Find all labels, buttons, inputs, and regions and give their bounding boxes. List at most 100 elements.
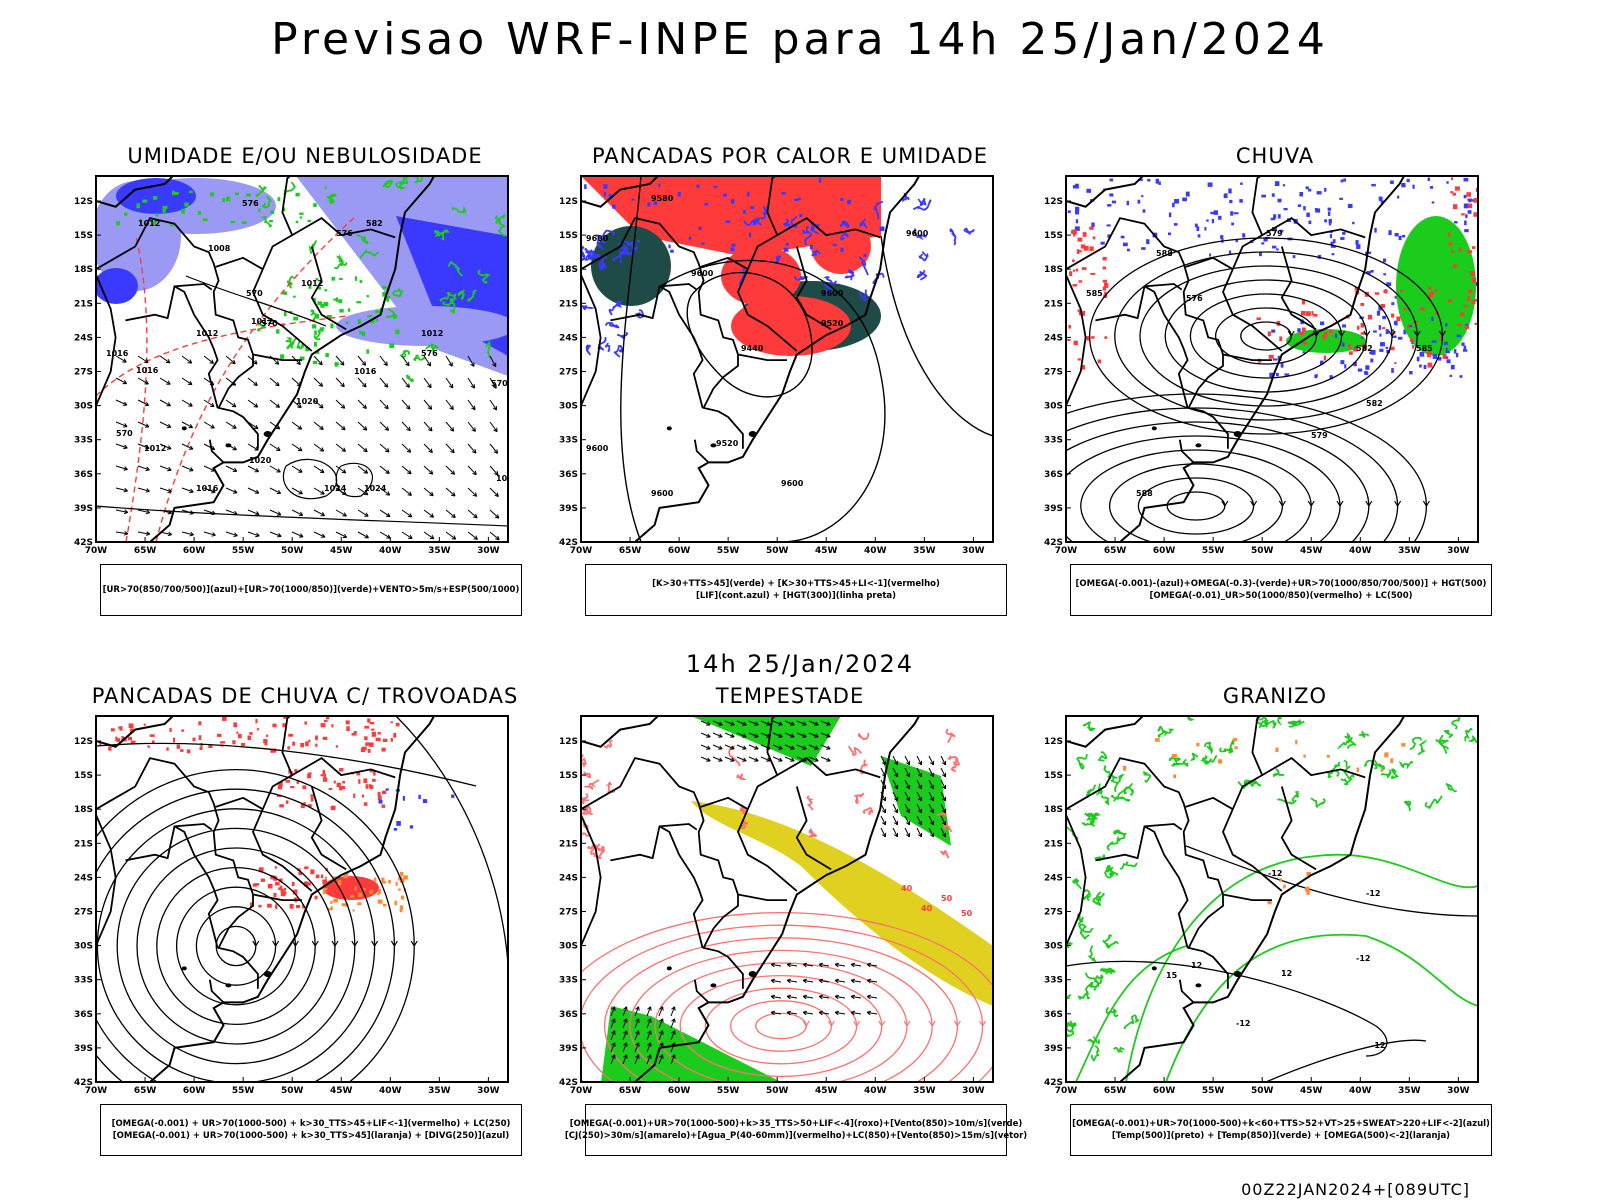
wind-vector: [808, 756, 819, 762]
wind-vector: [892, 815, 898, 826]
wind-vector-head: [929, 808, 935, 814]
wind-vector-head: [471, 427, 476, 432]
wind-vector: [489, 487, 499, 497]
omega-blue: [1196, 226, 1200, 232]
streamline-arrow: [1307, 500, 1315, 507]
contour-label: 570: [116, 429, 133, 438]
convection-red: [351, 733, 357, 736]
wind-vector-head: [275, 403, 280, 408]
omega-blue: [1091, 222, 1095, 228]
green-area: [277, 197, 281, 202]
lif-speckle: [668, 244, 671, 249]
convection-red: [108, 746, 112, 751]
streamline-arrow: [878, 1020, 886, 1027]
streamline: [1066, 421, 1370, 542]
wind-vector: [787, 963, 798, 967]
temp850-contour: [1126, 783, 1134, 796]
wind-vector-head: [123, 509, 129, 515]
omega-blue: [1468, 198, 1472, 203]
wind-vector: [423, 377, 432, 388]
wind-vector: [357, 487, 369, 496]
lat-label: 30S: [74, 402, 93, 412]
omega-blue: [1075, 210, 1080, 215]
lif-contour: [823, 276, 838, 285]
lif-speckle: [805, 231, 810, 234]
lake: [1195, 983, 1202, 988]
omega-blue: [1352, 221, 1355, 225]
wind-vector-head: [814, 733, 819, 738]
omega-blue: [1332, 239, 1336, 244]
wind-vector: [467, 487, 478, 497]
wind-vector: [658, 1030, 664, 1041]
panel-granizo: GRANIZO -12 -12 -12 -12 12 15 12 -12 12S 15S 18S 21…: [1040, 684, 1510, 1164]
convection-red: [342, 780, 345, 784]
streamline: [395, 716, 508, 1016]
humidity-blue: [116, 178, 196, 214]
wind-vector: [748, 732, 759, 738]
green-contour: [485, 341, 491, 359]
lif-speckle: [731, 243, 736, 247]
omega-blue: [1429, 186, 1434, 189]
panel-title: CHUVA: [1235, 144, 1315, 168]
page-title: Previsao WRF-INPE para 14h 25/Jan/2024: [271, 14, 1329, 65]
wind-vector-head: [428, 426, 433, 432]
lon-label: 45W: [330, 546, 353, 556]
convection-red: [255, 719, 258, 724]
omega-blue: [1229, 199, 1233, 204]
omega-blue: [1141, 247, 1146, 250]
temp850-contour: [1237, 779, 1251, 790]
lif-speckle: [802, 229, 805, 234]
wind-vector: [225, 399, 237, 408]
streamline-arrow: [903, 1020, 911, 1027]
wind-vector: [225, 377, 236, 386]
omega-red: [1306, 311, 1311, 317]
temp850-contour: [1076, 754, 1088, 770]
convection-red: [367, 749, 371, 753]
wind-vector-head: [659, 1018, 664, 1023]
border-line: [174, 825, 219, 949]
wind-vector: [771, 963, 782, 967]
omega-red: [1102, 256, 1107, 261]
lake: [1151, 426, 1157, 431]
wind-vector-head: [296, 360, 301, 365]
pw-contour: [857, 732, 870, 741]
contour-label: -12: [1371, 1041, 1385, 1050]
omega-blue: [1276, 372, 1279, 377]
lif-contour: [620, 245, 629, 255]
omega-red: [1360, 322, 1365, 328]
convection-red: [377, 791, 381, 797]
green-area: [284, 311, 287, 317]
omega-red: [1361, 343, 1366, 348]
border-line: [1095, 283, 1183, 322]
wind-vector-head: [406, 426, 411, 432]
lif-speckle: [799, 214, 803, 218]
omega-blue: [1366, 271, 1371, 274]
streamline: [704, 987, 858, 1065]
lat-label: 21S: [559, 299, 578, 309]
lon-label: 60W: [1153, 1086, 1176, 1096]
green-contour: [359, 248, 379, 259]
omega-red: [1078, 250, 1082, 253]
omega-blue: [1411, 341, 1414, 345]
temp850-contour: [1409, 736, 1422, 751]
border-line: [1066, 274, 1087, 406]
lon-label: 30W: [1447, 546, 1470, 556]
convection-orange: [343, 874, 348, 879]
lon-label: 65W: [134, 1086, 157, 1096]
convection-red: [250, 902, 254, 907]
wind-vector: [916, 767, 922, 778]
divergence-blue: [393, 828, 398, 831]
convection-red: [266, 734, 269, 737]
convection-red: [267, 903, 272, 908]
lif-contour: [600, 258, 607, 269]
lon-label: 60W: [183, 546, 206, 556]
streamline: [96, 788, 396, 1082]
lif-contour: [844, 269, 855, 281]
wind-vector-head: [611, 1030, 616, 1035]
omega-red: [1468, 289, 1473, 294]
wind-vector: [203, 487, 216, 493]
border-line: [1185, 796, 1234, 810]
pw-contour: [581, 832, 591, 837]
wind-vector-head: [834, 962, 840, 968]
wind-vector: [181, 399, 193, 407]
